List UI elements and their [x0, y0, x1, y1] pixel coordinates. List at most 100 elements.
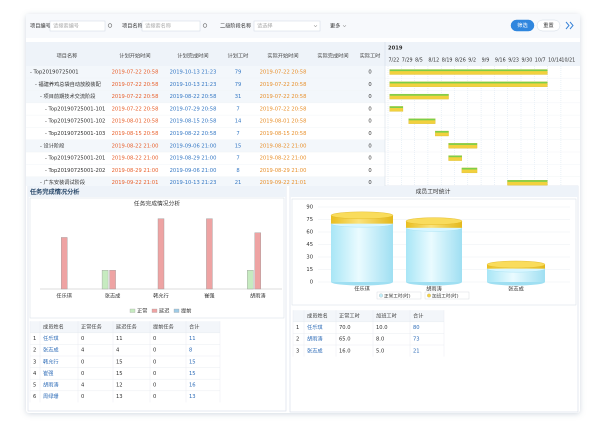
table-cell: 16.0: [339, 348, 351, 354]
cell: 2019-08-29 21:00: [170, 156, 217, 162]
cell: 2019-08-29 21:00: [112, 168, 159, 174]
bar: [109, 270, 116, 290]
more-toggle[interactable]: 更多: [330, 22, 340, 30]
task-name[interactable]: - 福建养鸡总袋自动放胶装配: [35, 80, 102, 88]
table-cell: 65.0: [339, 337, 351, 343]
cell: 0: [368, 119, 371, 125]
legend-label[interactable]: 正常: [137, 307, 147, 315]
filter-placeholder: 请搜索编号: [53, 22, 79, 30]
task-name[interactable]: - 广东安装调试阶段: [40, 178, 85, 186]
filter-label: 二级阶段名称: [220, 22, 251, 30]
cell: 2019-07-22 20:58: [260, 70, 307, 76]
table-cell: 2: [296, 337, 299, 343]
progress-bar: [448, 143, 478, 145]
cell: 2019-08-29 21:00: [260, 168, 307, 174]
table-cell: 11: [116, 336, 123, 342]
cell: 2019-08-01 20:58: [112, 119, 159, 125]
cell: 2019-08-01 20:58: [260, 119, 307, 125]
cell: 2019-09-22 21:01: [260, 180, 307, 186]
table-cell: 4: [33, 371, 37, 377]
table-cell: 15: [116, 371, 123, 377]
task-name[interactable]: - Top20190725001-101: [45, 106, 105, 112]
cell: 2019-07-29 20:58: [170, 106, 217, 112]
search-icon[interactable]: [202, 23, 208, 28]
cell: 2019-08-15 20:58: [112, 131, 159, 137]
table-cell: 0: [81, 336, 84, 342]
y-tick-label: 30: [306, 255, 313, 261]
task-name[interactable]: - Top20190725001-201: [45, 156, 105, 162]
cell: 2019-09-06 21:00: [170, 168, 217, 174]
row-shade: [26, 139, 385, 153]
task-name[interactable]: - Top20190725001-202: [45, 168, 105, 174]
cell: 0: [368, 131, 371, 137]
table-header: [293, 310, 444, 322]
cell: 0: [368, 180, 371, 186]
table-cell: 6: [33, 394, 36, 400]
cell: 2019-10-13 21:23: [170, 70, 217, 76]
x-tick-label: 胡雨涛: [426, 285, 442, 293]
cell: 79: [235, 70, 242, 76]
table-cell: 韩允行: [43, 357, 59, 365]
legend-label[interactable]: 正常工时(时): [384, 292, 411, 299]
filter-input[interactable]: [49, 20, 106, 32]
table-cell: 4: [116, 348, 120, 354]
table-cell: 4: [81, 348, 85, 354]
table-cell: 0: [81, 359, 84, 365]
task-name[interactable]: - 项目前期技术交流阶段: [40, 92, 95, 100]
cell: 0: [368, 106, 371, 112]
cell: 2019-07-22 20:58: [112, 70, 159, 76]
gantt-body: 7/22 7/29 8/5 8/12 8/19 8/26 9/2 9/9 9/16 9/23 9/3…: [26, 58, 580, 186]
table-header-cell: 正常工时: [339, 312, 360, 320]
week-label: 10/21: [561, 58, 575, 64]
table-cell: 5: [33, 383, 36, 389]
legend-swatch: [427, 293, 431, 298]
legend-label[interactable]: 延迟: [159, 307, 169, 315]
task-name[interactable]: - Top20190725001: [30, 70, 79, 76]
cell: 0: [368, 82, 371, 88]
cell: 7: [236, 131, 239, 137]
table-header-cell: 延迟任务: [116, 323, 137, 331]
table-cell: 3: [33, 359, 36, 365]
task-chart-frame: [29, 197, 285, 319]
table-cell: 8: [189, 348, 192, 354]
filter-input[interactable]: [253, 20, 321, 32]
cell: 2019-10-13 21:23: [170, 180, 217, 186]
y-tick-label: 45: [306, 242, 313, 248]
cylinder-top: [486, 260, 546, 269]
button[interactable]: [510, 19, 535, 32]
week-label: 9/2: [468, 58, 476, 64]
cell: 2019-07-22 20:58: [112, 94, 159, 100]
chart-title: 任务完成情况分析: [134, 200, 181, 208]
filter-input[interactable]: [141, 20, 201, 32]
cell: 2019-08-15 20:58: [260, 131, 307, 137]
expand-icon[interactable]: [569, 21, 574, 30]
table-cell: 12: [116, 383, 123, 389]
legend-label[interactable]: 加班工时(时): [432, 292, 459, 299]
button-label[interactable]: 重置: [543, 21, 553, 29]
week-label: 7/22: [389, 58, 400, 64]
button[interactable]: [536, 19, 561, 32]
table-cell: 0: [153, 394, 156, 400]
table-cell: 80: [413, 325, 420, 331]
week-label: 8/26: [455, 58, 466, 64]
task-name[interactable]: - 设计阶段: [40, 141, 64, 149]
task-name[interactable]: - Top20190725001-102: [45, 119, 105, 125]
week-label: 8/12: [428, 58, 439, 64]
bar-segment: [487, 268, 545, 282]
table-cell: 15: [116, 359, 123, 365]
legend-label[interactable]: 提前: [181, 307, 191, 315]
cell: 0: [368, 156, 371, 162]
progress-bar: [435, 131, 449, 133]
x-tick-label: 任乐琪: [56, 292, 72, 300]
x-tick-label: 崔强: [204, 292, 214, 300]
column-header: 实际开始时间: [267, 52, 298, 60]
filter-label: 项目编号: [30, 22, 51, 30]
table-cell: 2: [33, 348, 36, 354]
cell: 31: [235, 94, 242, 100]
cell: 2019-10-13 21:23: [170, 82, 217, 88]
search-icon[interactable]: [107, 23, 113, 28]
table-cell: 任乐琪: [43, 334, 59, 342]
expand-icon[interactable]: [565, 21, 570, 30]
button-label[interactable]: 筛选: [517, 21, 527, 29]
task-name[interactable]: - Top20190725001-103: [45, 131, 105, 137]
